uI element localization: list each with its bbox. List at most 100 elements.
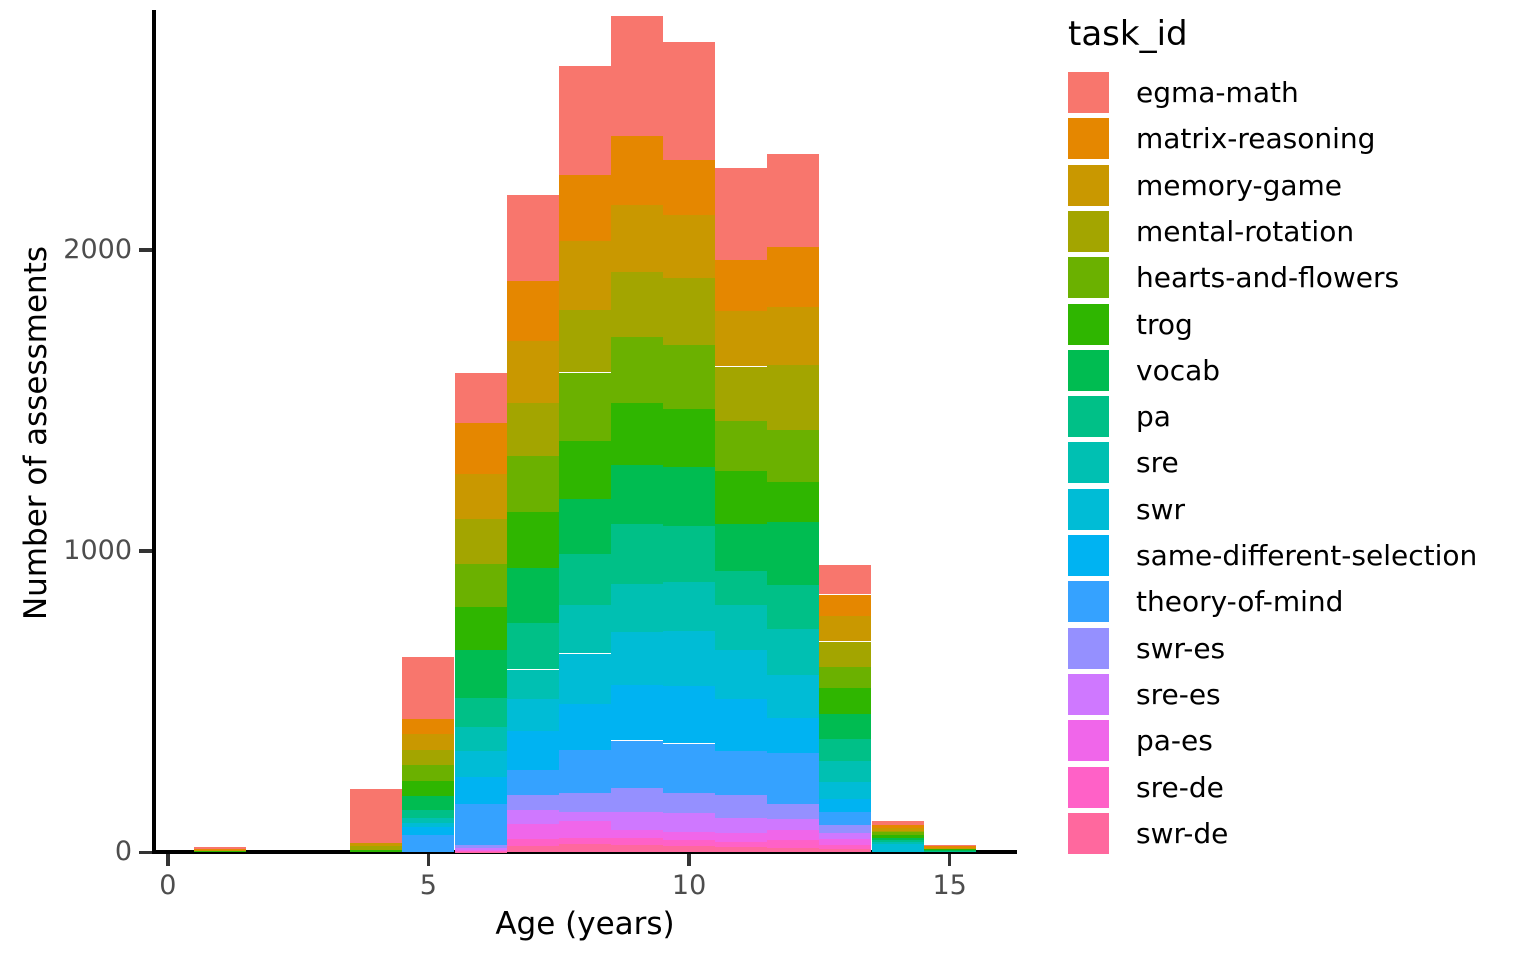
bar-segment-sre-es — [454, 847, 507, 850]
bar-segment-swr — [610, 631, 663, 686]
bar-segment-pa — [610, 524, 663, 585]
bar-segment-trog — [767, 481, 820, 522]
bar-segment-mental-rotation — [506, 402, 559, 456]
bar-segment-pa — [819, 739, 872, 761]
bar-segment-sre — [454, 726, 507, 751]
bar-segment-hearts-and-flowers — [663, 345, 716, 409]
bar-segment-egma-math — [871, 821, 924, 825]
legend-label: memory-game — [1136, 168, 1343, 202]
bar-segment-vocab — [402, 796, 455, 811]
bar-segment-vocab — [923, 850, 976, 851]
bar-segment-swr — [558, 653, 611, 704]
bar-segment-hearts-and-flowers — [819, 667, 872, 689]
y-tick-label: 2000 — [63, 233, 132, 265]
bar-segment-egma-math — [558, 66, 611, 175]
bar-segment-sre-de — [819, 844, 872, 849]
bar-segment-hearts-and-flowers — [767, 429, 820, 482]
bar-segment-pa — [402, 810, 455, 819]
y-tick-mark — [139, 850, 152, 854]
legend-label: same-different-selection — [1136, 539, 1478, 572]
bar-segment-trog — [454, 607, 507, 650]
bar-segment-mental-rotation — [663, 277, 716, 346]
x-tick-label: 0 — [159, 870, 177, 901]
legend-swatch-matrix-reasoning — [1068, 118, 1109, 160]
bar-segment-mental-rotation — [610, 271, 663, 338]
bar-segment-hearts-and-flowers — [715, 420, 768, 471]
x-axis-title: Age (years) — [495, 906, 675, 942]
legend-label: theory-of-mind — [1136, 585, 1344, 619]
bar-segment-swr-es — [558, 793, 611, 813]
bar-segment-sre-es — [767, 819, 820, 830]
bar-segment-mental-rotation — [715, 366, 768, 421]
bar-segment-memory-game — [663, 214, 716, 278]
y-tick-label: 0 — [114, 836, 132, 868]
bar-segment-theory-of-mind — [610, 740, 663, 789]
bar-segment-swr-de — [506, 846, 559, 853]
legend-label: egma-math — [1136, 76, 1299, 109]
bar-segment-swr — [923, 851, 976, 853]
x-tick-mark — [687, 854, 691, 866]
bar-segment-egma-math — [350, 789, 403, 844]
bar-segment-pa — [767, 585, 820, 630]
legend-label: sre — [1136, 446, 1179, 480]
bar-segment-sre-de — [506, 838, 559, 847]
bar-segment-swr-es — [819, 824, 872, 833]
bar-segment-pa-es — [506, 823, 559, 839]
bar-segment-trog — [923, 849, 976, 851]
bar-segment-pa-es — [558, 821, 611, 839]
bar-segment-hearts-and-flowers — [506, 455, 559, 512]
bar-segment-sre-de — [767, 840, 820, 848]
bar-segment-matrix-reasoning — [871, 824, 924, 828]
bar-segment-vocab — [819, 713, 872, 740]
bar-segment-theory-of-mind — [663, 743, 716, 793]
legend-label: sre-es — [1136, 677, 1221, 711]
legend-title: task_id — [1068, 14, 1188, 54]
bar-segment-egma-math — [767, 153, 820, 247]
bar-segment-same-different-selection — [558, 703, 611, 751]
bar-segment-sre — [871, 842, 924, 844]
bar-segment-matrix-reasoning — [558, 174, 611, 241]
bar-segment-same-different-selection — [715, 699, 768, 751]
bar-segment-pa — [871, 840, 924, 843]
bar-segment-memory-game — [558, 240, 611, 311]
legend-swatch-swr-de — [1068, 812, 1109, 854]
bar-segment-matrix-reasoning — [610, 136, 663, 205]
bar-segment-pa-es — [610, 830, 663, 839]
bar-segment-vocab — [871, 837, 924, 841]
bar-segment-trog — [610, 402, 663, 465]
bar-segment-sre-de — [610, 838, 663, 846]
bar-segment-egma-math — [610, 15, 663, 137]
y-tick-label: 1000 — [63, 535, 132, 567]
legend-swatch-mental-rotation — [1068, 210, 1109, 252]
legend-swatch-sre — [1068, 442, 1109, 484]
bar-segment-memory-game — [923, 847, 976, 849]
legend-swatch-memory-game — [1068, 164, 1109, 206]
bar-segment-same-different-selection — [506, 730, 559, 771]
bar-segment-trog — [819, 688, 872, 714]
bar-segment-theory-of-mind — [558, 750, 611, 793]
bar-segment-pa — [558, 554, 611, 606]
bar-segment-pa — [506, 623, 559, 670]
bar-segment-matrix-reasoning — [715, 259, 768, 311]
bar-segment-hearts-and-flowers — [454, 564, 507, 608]
legend-label: swr-es — [1136, 631, 1226, 665]
bar-segment-swr-de — [767, 847, 820, 853]
bar-segment-sre — [819, 760, 872, 783]
bar-segment-sre-de — [663, 840, 716, 847]
y-tick-mark — [139, 248, 152, 252]
bar-segment-swr — [871, 843, 924, 853]
bar-segment-egma-math — [506, 194, 559, 281]
bar-segment-theory-of-mind — [819, 811, 872, 825]
bar-segment-memory-game — [506, 341, 559, 403]
bar-segment-mental-rotation — [871, 830, 924, 833]
bar-segment-same-different-selection — [767, 718, 820, 753]
bar-segment-trog — [558, 440, 611, 499]
bar-segment-swr — [402, 823, 455, 828]
legend-swatch-swr-es — [1068, 627, 1109, 669]
bar-segment-sre — [506, 669, 559, 699]
bar-segment-trog — [663, 408, 716, 467]
bar-segment-matrix-reasoning — [767, 246, 820, 308]
bar-segment-egma-math — [715, 167, 768, 260]
bar-segment-swr-es — [610, 788, 663, 813]
bar-segment-trog — [871, 835, 924, 838]
